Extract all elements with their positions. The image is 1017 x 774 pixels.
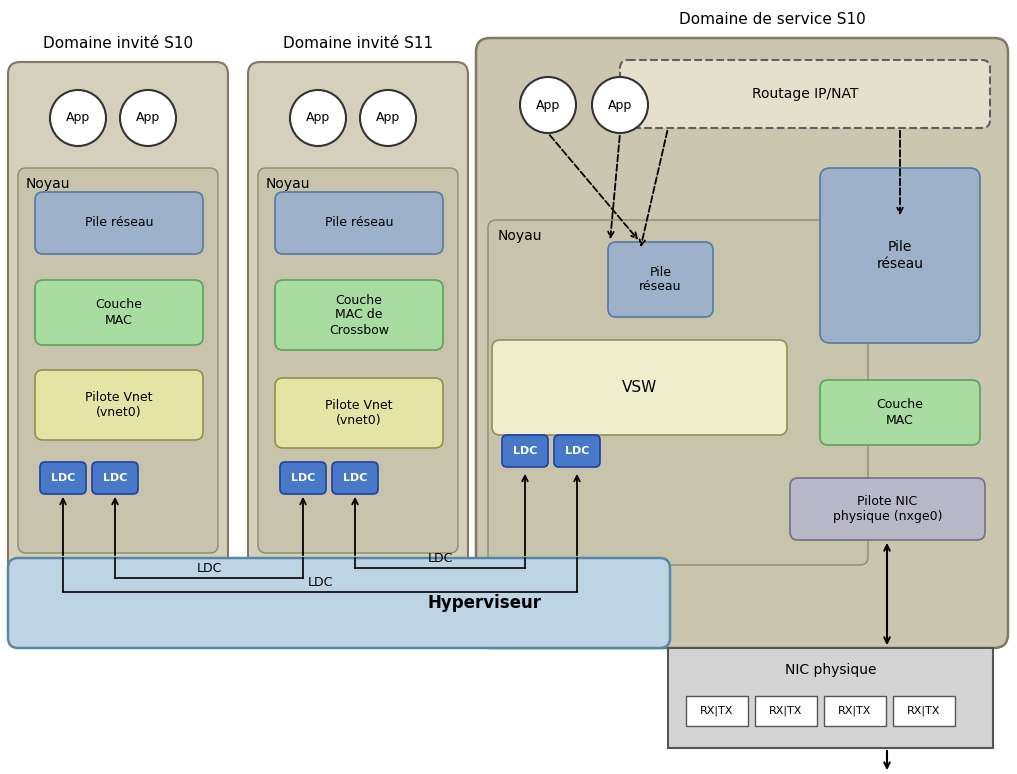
Text: Domaine invité S11: Domaine invité S11 [283, 36, 433, 52]
Text: LDC: LDC [564, 446, 589, 456]
FancyBboxPatch shape [492, 340, 787, 435]
Text: RX|TX: RX|TX [838, 706, 872, 716]
FancyBboxPatch shape [554, 435, 600, 467]
Text: LDC: LDC [196, 563, 222, 576]
Text: Domaine invité S10: Domaine invité S10 [43, 36, 193, 52]
Text: App: App [136, 111, 160, 125]
Text: Couche
MAC: Couche MAC [96, 299, 142, 327]
FancyBboxPatch shape [35, 370, 203, 440]
Text: Couche
MAC: Couche MAC [877, 399, 923, 426]
Text: Pile
réseau: Pile réseau [877, 241, 923, 271]
Text: Noyau: Noyau [266, 177, 310, 191]
FancyBboxPatch shape [820, 168, 980, 343]
Text: LDC: LDC [51, 473, 75, 483]
Text: App: App [306, 111, 331, 125]
FancyBboxPatch shape [40, 462, 86, 494]
Text: Domaine de service S10: Domaine de service S10 [678, 12, 865, 28]
FancyBboxPatch shape [275, 280, 443, 350]
FancyBboxPatch shape [8, 62, 228, 642]
Text: Couche
MAC de
Crossbow: Couche MAC de Crossbow [330, 293, 388, 337]
FancyBboxPatch shape [502, 435, 548, 467]
Text: Noyau: Noyau [26, 177, 70, 191]
Text: App: App [66, 111, 91, 125]
Text: LDC: LDC [513, 446, 537, 456]
FancyBboxPatch shape [258, 168, 458, 553]
Text: Pilote NIC
physique (nxge0): Pilote NIC physique (nxge0) [833, 495, 942, 523]
Text: Pilote Vnet
(vnet0): Pilote Vnet (vnet0) [325, 399, 393, 427]
Text: RX|TX: RX|TX [701, 706, 733, 716]
Text: LDC: LDC [291, 473, 315, 483]
Text: RX|TX: RX|TX [769, 706, 802, 716]
Text: LDC: LDC [427, 553, 453, 566]
Circle shape [592, 77, 648, 133]
Text: App: App [536, 98, 560, 111]
Text: VSW: VSW [621, 380, 657, 395]
Text: Pile réseau: Pile réseau [324, 217, 394, 230]
Text: Noyau: Noyau [498, 229, 542, 243]
Circle shape [290, 90, 346, 146]
Text: LDC: LDC [103, 473, 127, 483]
FancyBboxPatch shape [893, 696, 955, 726]
FancyBboxPatch shape [790, 478, 985, 540]
Circle shape [520, 77, 576, 133]
FancyBboxPatch shape [92, 462, 138, 494]
FancyBboxPatch shape [18, 168, 218, 553]
FancyBboxPatch shape [668, 648, 993, 748]
Circle shape [360, 90, 416, 146]
Text: Hyperviseur: Hyperviseur [427, 594, 542, 612]
Text: Pile
réseau: Pile réseau [640, 265, 681, 293]
FancyBboxPatch shape [755, 696, 817, 726]
Text: App: App [376, 111, 400, 125]
Text: LDC: LDC [307, 577, 333, 590]
FancyBboxPatch shape [820, 380, 980, 445]
FancyBboxPatch shape [248, 62, 468, 642]
Text: NIC physique: NIC physique [785, 663, 877, 677]
FancyBboxPatch shape [275, 192, 443, 254]
FancyBboxPatch shape [620, 60, 990, 128]
FancyBboxPatch shape [824, 696, 886, 726]
Circle shape [120, 90, 176, 146]
Circle shape [50, 90, 106, 146]
FancyBboxPatch shape [608, 242, 713, 317]
FancyBboxPatch shape [488, 220, 868, 565]
Text: App: App [608, 98, 633, 111]
FancyBboxPatch shape [275, 378, 443, 448]
FancyBboxPatch shape [35, 280, 203, 345]
FancyBboxPatch shape [476, 38, 1008, 648]
Text: RX|TX: RX|TX [907, 706, 941, 716]
FancyBboxPatch shape [8, 558, 670, 648]
FancyBboxPatch shape [280, 462, 326, 494]
Text: Routage IP/NAT: Routage IP/NAT [752, 87, 858, 101]
Text: LDC: LDC [343, 473, 367, 483]
FancyBboxPatch shape [35, 192, 203, 254]
Text: Pilote Vnet
(vnet0): Pilote Vnet (vnet0) [85, 391, 153, 419]
FancyBboxPatch shape [332, 462, 378, 494]
FancyBboxPatch shape [686, 696, 747, 726]
Text: Pile réseau: Pile réseau [84, 217, 154, 230]
